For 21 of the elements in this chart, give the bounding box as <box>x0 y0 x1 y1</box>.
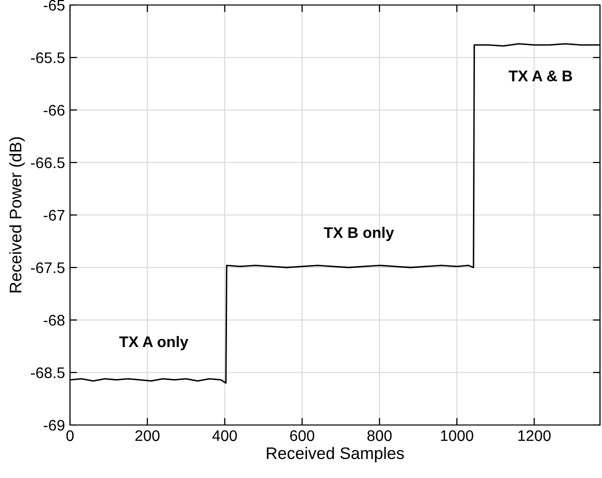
x-tick-label: 1000 <box>441 430 474 442</box>
y-axis-title: Received Power (dB) <box>9 137 25 292</box>
annotation: TX A & B <box>508 70 572 82</box>
y-tick-label: -67 <box>44 210 64 221</box>
x-tick-label: 600 <box>290 430 314 442</box>
y-tick-label: -67.5 <box>31 262 64 274</box>
y-tick-label: -66.5 <box>31 157 64 168</box>
y-tick-label: -66 <box>44 104 64 116</box>
x-tick-label: 1200 <box>518 430 551 442</box>
x-tick-label: 0 <box>66 430 74 442</box>
y-tick-label: -65.5 <box>31 52 64 64</box>
annotation: TX B only <box>324 226 394 242</box>
y-tick-label: -69 <box>44 420 64 431</box>
x-axis-title: Received Samples <box>266 446 404 462</box>
y-tick-label: -65 <box>44 0 64 11</box>
y-tick-label: -68.5 <box>31 367 64 378</box>
x-tick-label: 800 <box>367 430 392 442</box>
x-tick-label: 400 <box>212 430 237 442</box>
x-tick-label: 200 <box>135 430 160 442</box>
annotation: TX A only <box>119 336 188 350</box>
y-tick-label: -68 <box>44 314 64 326</box>
